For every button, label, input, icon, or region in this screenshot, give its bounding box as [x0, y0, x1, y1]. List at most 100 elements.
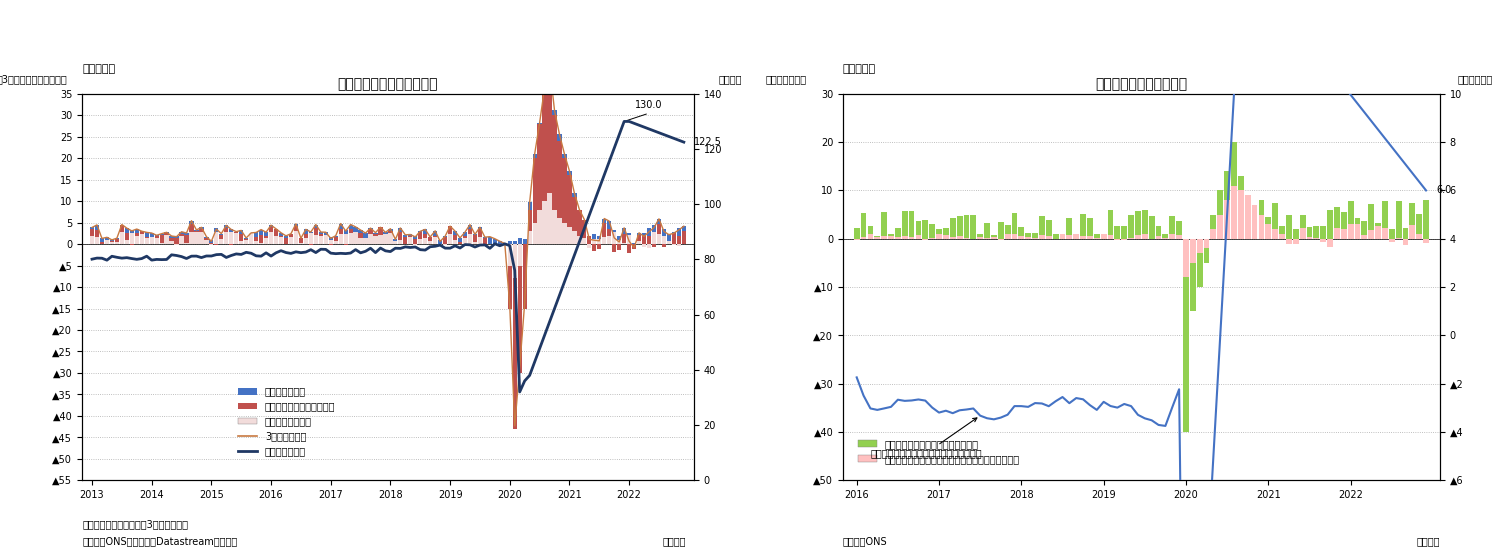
Bar	[309, 232, 313, 233]
Bar	[562, 158, 567, 222]
Bar	[468, 229, 471, 235]
Bar	[304, 234, 307, 238]
Bar	[1094, 234, 1100, 238]
Bar	[1368, 204, 1374, 238]
Bar	[90, 230, 94, 236]
Bar	[473, 235, 477, 242]
Bar	[861, 237, 867, 238]
Bar	[145, 232, 149, 237]
Bar	[637, 233, 642, 235]
Bar	[1067, 235, 1073, 238]
Bar	[1368, 230, 1374, 238]
Bar	[543, 88, 546, 94]
Bar	[488, 237, 492, 244]
Bar	[260, 230, 263, 235]
Bar	[1259, 215, 1264, 238]
Bar	[1122, 226, 1126, 238]
Bar	[618, 244, 621, 250]
Bar	[289, 235, 292, 237]
Bar	[603, 237, 606, 244]
Bar	[1135, 235, 1141, 238]
Bar	[1313, 226, 1319, 238]
Bar	[522, 238, 527, 244]
Bar	[642, 244, 646, 247]
Bar	[603, 219, 606, 223]
Text: （図表３）: （図表３）	[82, 64, 115, 74]
Bar	[175, 244, 179, 245]
Bar	[998, 238, 1004, 240]
Bar	[1191, 238, 1195, 263]
Bar	[671, 233, 676, 244]
Bar	[215, 228, 218, 232]
Bar	[245, 240, 248, 244]
Bar	[1197, 238, 1203, 253]
Bar	[627, 233, 631, 235]
Bar	[956, 236, 962, 238]
Bar	[573, 193, 576, 197]
Bar	[1259, 200, 1264, 238]
Bar	[533, 158, 537, 222]
Bar	[1238, 176, 1244, 238]
Bar	[1341, 212, 1347, 238]
Bar	[588, 236, 591, 244]
Legend: サービス業以外, 居住・飲食・芸術・娯楽業, その他サービス業, 3か月前との差, 求人数（右軸）: サービス業以外, 居住・飲食・芸術・娯楽業, その他サービス業, 3か月前との差…	[234, 383, 339, 460]
Bar	[548, 66, 552, 72]
Bar	[507, 241, 512, 244]
Bar	[170, 241, 173, 244]
Bar	[339, 229, 343, 234]
Bar	[1410, 203, 1416, 238]
Bar	[245, 238, 248, 239]
Bar	[1059, 235, 1065, 238]
Bar	[388, 233, 392, 244]
Bar	[175, 236, 179, 238]
Bar	[916, 235, 922, 238]
Bar	[1279, 226, 1285, 238]
Bar	[224, 225, 228, 228]
Legend: 給与所得者の前月差（その他産業）, 給与所得者の前月差（居住・飲食・芸術・娯楽業）: 給与所得者の前月差（その他産業）, 給与所得者の前月差（居住・飲食・芸術・娯楽業…	[853, 435, 1024, 468]
Bar	[304, 238, 307, 244]
Bar	[1012, 234, 1018, 238]
Bar	[463, 232, 467, 236]
Bar	[1265, 224, 1271, 238]
Bar	[1347, 201, 1353, 238]
Bar	[1416, 214, 1422, 238]
Bar	[1347, 224, 1353, 238]
Bar	[1107, 210, 1113, 238]
Bar	[260, 235, 263, 243]
Bar	[179, 234, 184, 236]
Bar	[1170, 216, 1176, 238]
Bar	[443, 236, 448, 237]
Bar	[656, 234, 661, 244]
Bar	[622, 243, 627, 244]
Bar	[935, 229, 941, 238]
Bar	[633, 243, 636, 244]
Bar	[677, 229, 680, 236]
Bar	[179, 232, 184, 234]
Bar	[1225, 200, 1229, 238]
Bar	[1326, 238, 1332, 247]
Bar	[234, 232, 239, 233]
Bar	[125, 228, 128, 232]
Bar	[239, 230, 243, 233]
Bar	[100, 238, 104, 242]
Text: 130.0: 130.0	[636, 100, 662, 110]
Bar	[662, 244, 665, 247]
Bar	[1088, 217, 1092, 238]
Bar	[1286, 215, 1292, 238]
Bar	[454, 235, 457, 240]
Bar	[354, 232, 358, 244]
Bar	[1389, 238, 1395, 242]
Bar	[552, 115, 557, 210]
Bar	[518, 266, 522, 373]
Bar	[349, 229, 352, 233]
Bar	[164, 235, 169, 244]
Bar	[956, 216, 962, 238]
Bar	[618, 236, 621, 240]
Bar	[230, 232, 233, 244]
Bar	[428, 237, 433, 241]
Bar	[354, 227, 358, 231]
Bar	[888, 236, 894, 238]
Bar	[140, 234, 143, 244]
Bar	[1225, 171, 1229, 238]
Bar	[164, 233, 169, 235]
